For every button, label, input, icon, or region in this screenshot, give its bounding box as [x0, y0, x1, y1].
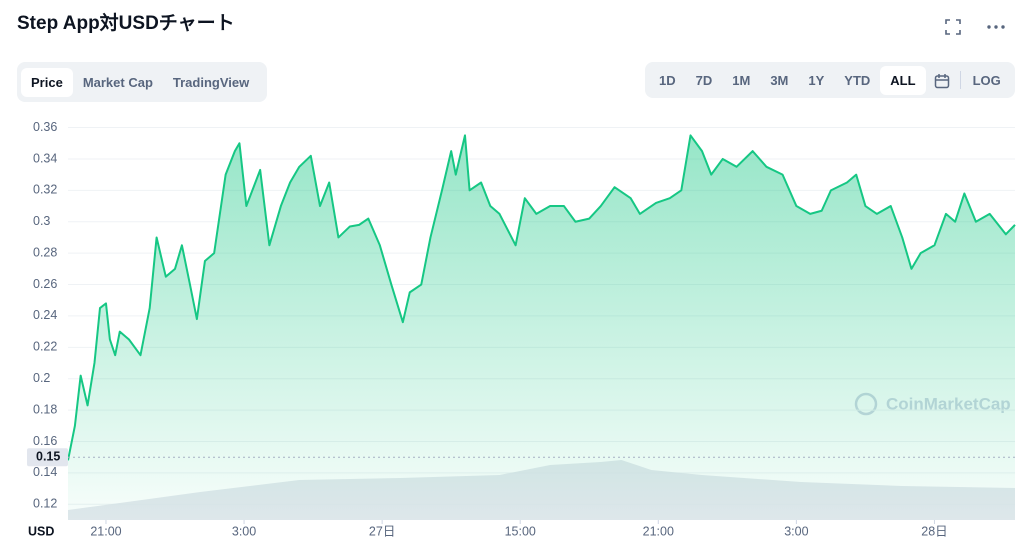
current-price-label: 0.15 [36, 450, 60, 464]
y-tick-label: 0.22 [33, 340, 57, 354]
y-tick-label: 0.32 [33, 183, 57, 197]
price-area [68, 135, 1015, 520]
range-button[interactable]: YTD [844, 72, 871, 88]
tab[interactable]: Price [21, 67, 73, 97]
range-button[interactable]: ALL [880, 65, 926, 95]
calendar-icon [934, 73, 949, 88]
x-tick-label: 21:00 [90, 524, 121, 538]
more-icon[interactable] [986, 16, 1006, 39]
watermark-text: CoinMarketCap [886, 394, 1011, 413]
range-group: 1D 7D 1M 3M 1Y YTD ALL LOG [645, 62, 1015, 98]
tab[interactable]: Market Cap [82, 74, 153, 90]
y-tick-label: 0.24 [33, 308, 57, 322]
tab-group: Price Market Cap TradingView [17, 62, 267, 102]
y-tick-label: 0.34 [33, 151, 57, 165]
y-tick-label: 0.12 [33, 497, 57, 511]
x-tick-label: 3:00 [232, 524, 256, 538]
y-tick-label: 0.36 [33, 120, 57, 134]
x-tick-label: 27日 [369, 524, 395, 538]
fullscreen-icon[interactable] [944, 18, 962, 41]
log-button[interactable]: LOG [972, 72, 1001, 88]
x-tick-label: 28日 [921, 524, 947, 538]
chart-title: Step App対USDチャート [17, 13, 235, 34]
y-tick-label: 0.28 [33, 245, 57, 259]
axis-label: USD [28, 524, 54, 538]
range-button[interactable]: 1Y [808, 72, 825, 88]
x-tick-label: 3:00 [784, 524, 808, 538]
range-button[interactable]: 1M [732, 72, 751, 88]
y-tick-label: 0.2 [33, 371, 50, 385]
range-button[interactable]: 7D [695, 72, 713, 88]
separator [959, 71, 961, 89]
y-tick-label: 0.14 [33, 465, 57, 479]
y-tick-label: 0.26 [33, 277, 57, 291]
x-tick-label: 21:00 [643, 524, 674, 538]
watermark: CoinMarketCap [854, 392, 1011, 416]
current-price-tag [27, 448, 68, 467]
range-button[interactable]: 1D [659, 72, 676, 88]
y-tick-label: 0.16 [33, 434, 57, 448]
y-tick-label: 0.3 [33, 214, 50, 228]
price-line [67, 134, 1016, 461]
x-tick-label: 15:00 [505, 524, 536, 538]
volume-area [68, 460, 1015, 520]
y-tick-label: 0.18 [33, 402, 57, 416]
more-glyph [987, 25, 1005, 29]
range-button[interactable]: 3M [770, 72, 789, 88]
fullscreen-glyph [945, 19, 961, 35]
calendar-button[interactable] [926, 69, 958, 92]
tab[interactable]: TradingView [172, 74, 250, 90]
